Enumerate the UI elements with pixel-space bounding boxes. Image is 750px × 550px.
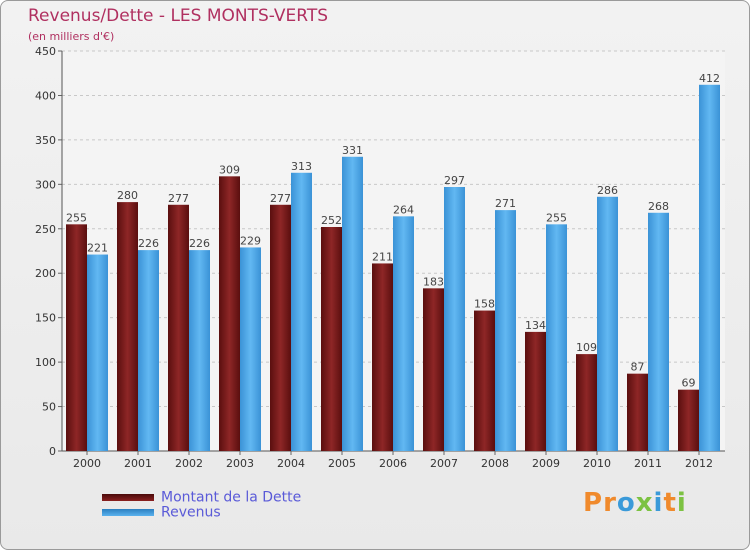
- x-tick-label: 2008: [481, 457, 509, 470]
- value-label-revenus: 264: [393, 203, 414, 216]
- y-tick-label: 250: [35, 223, 56, 236]
- x-tick-label: 2007: [430, 457, 458, 470]
- x-tick-label: 2003: [226, 457, 254, 470]
- bar-revenus: [342, 156, 363, 451]
- x-tick-label: 2009: [532, 457, 560, 470]
- value-label-dette: 158: [474, 298, 495, 311]
- logo-letter: i: [676, 488, 687, 518]
- logo-letter: i: [653, 488, 664, 518]
- y-tick-label: 150: [35, 312, 56, 325]
- y-tick-label: 350: [35, 134, 56, 147]
- bar-dette: [219, 176, 240, 452]
- x-tick-label: 2012: [685, 457, 713, 470]
- bar-dette: [678, 389, 699, 451]
- x-tick-label: 2002: [175, 457, 203, 470]
- value-label-revenus: 268: [648, 200, 669, 213]
- bar-revenus: [648, 212, 669, 451]
- x-tick-label: 2004: [277, 457, 305, 470]
- value-label-revenus: 286: [597, 184, 618, 197]
- bar-dette: [474, 310, 495, 451]
- value-label-revenus: 412: [699, 72, 720, 85]
- y-tick-label: 50: [42, 401, 56, 414]
- value-label-dette: 280: [117, 189, 138, 202]
- value-label-revenus: 221: [87, 242, 108, 255]
- logo-letter: t: [663, 488, 677, 518]
- value-label-revenus: 313: [291, 160, 312, 173]
- bar-revenus: [87, 254, 108, 451]
- bar-dette: [576, 354, 597, 451]
- bar-revenus: [189, 250, 210, 451]
- y-tick-label: 0: [49, 445, 56, 458]
- logo-letter: o: [616, 488, 636, 518]
- value-label-revenus: 229: [240, 234, 261, 247]
- bar-revenus: [138, 250, 159, 451]
- x-tick-label: 2011: [634, 457, 662, 470]
- value-label-dette: 252: [321, 214, 342, 227]
- chart-title: Revenus/Dette - LES MONTS-VERTS: [28, 6, 329, 26]
- y-tick-label: 200: [35, 267, 56, 280]
- bar-revenus: [699, 84, 720, 452]
- x-tick-label: 2001: [124, 457, 152, 470]
- bar-revenus: [393, 216, 414, 451]
- bar-revenus: [597, 196, 618, 451]
- value-label-dette: 87: [631, 361, 645, 374]
- value-label-revenus: 255: [546, 211, 567, 224]
- legend-item-dette: Montant de la Dette: [102, 488, 302, 506]
- bar-dette: [66, 224, 87, 451]
- value-label-dette: 309: [219, 163, 240, 176]
- y-tick-label: 100: [35, 356, 56, 369]
- value-label-dette: 255: [66, 211, 87, 224]
- bar-dette: [270, 204, 291, 451]
- bar-dette: [117, 202, 138, 451]
- legend-item-revenus: Revenus: [102, 503, 221, 521]
- value-label-revenus: 226: [138, 237, 159, 250]
- value-label-dette: 277: [168, 192, 189, 205]
- proxiti-logo: Proxiti: [583, 488, 687, 518]
- y-tick-label: 300: [35, 178, 56, 191]
- bar-dette: [423, 288, 444, 451]
- bar-dette: [321, 227, 342, 451]
- bar-revenus: [291, 172, 312, 451]
- value-label-dette: 211: [372, 250, 393, 263]
- value-label-dette: 69: [682, 377, 696, 390]
- x-tick-label: 2006: [379, 457, 407, 470]
- value-label-dette: 183: [423, 275, 444, 288]
- x-tick-label: 2000: [73, 457, 101, 470]
- value-label-dette: 109: [576, 341, 597, 354]
- legend-label-dette: Montant de la Dette: [161, 489, 302, 506]
- y-tick-label: 450: [35, 45, 56, 58]
- bar-revenus: [444, 187, 465, 451]
- chart-subtitle: (en milliers d'€): [28, 30, 115, 43]
- value-label-revenus: 331: [342, 144, 363, 157]
- legend-swatch-revenus: [102, 508, 154, 516]
- logo-letter: P: [583, 488, 604, 518]
- legend-label-revenus: Revenus: [161, 504, 221, 521]
- y-tick-label: 400: [35, 89, 56, 102]
- value-label-dette: 134: [525, 319, 546, 332]
- value-label-revenus: 226: [189, 237, 210, 250]
- bar-dette: [168, 204, 189, 451]
- value-label-revenus: 271: [495, 197, 516, 210]
- bar-revenus: [546, 224, 567, 451]
- value-label-dette: 277: [270, 192, 291, 205]
- legend-swatch-dette: [102, 493, 154, 501]
- bar-dette: [627, 373, 648, 451]
- bar-revenus: [495, 210, 516, 451]
- logo-letter: x: [635, 488, 654, 518]
- x-tick-label: 2010: [583, 457, 611, 470]
- logo-letter: r: [603, 488, 617, 518]
- x-tick-label: 2005: [328, 457, 356, 470]
- bar-dette: [372, 263, 393, 451]
- bar-dette: [525, 331, 546, 451]
- value-label-revenus: 297: [444, 174, 465, 187]
- bar-revenus: [240, 247, 261, 451]
